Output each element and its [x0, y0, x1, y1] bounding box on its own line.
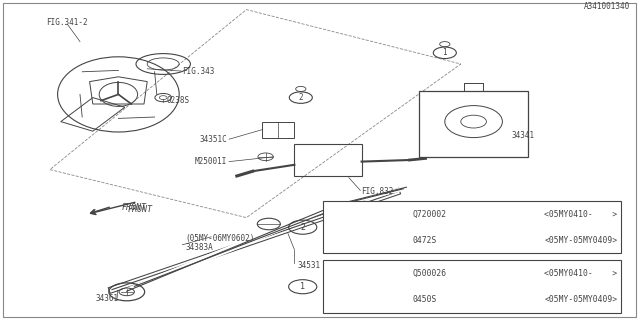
Text: <05MY-05MY0409>: <05MY-05MY0409>: [545, 236, 618, 245]
Text: Q500026: Q500026: [413, 269, 447, 278]
Text: <05MY-05MY0409>: <05MY-05MY0409>: [545, 295, 618, 304]
Text: FIG.341-2: FIG.341-2: [46, 18, 88, 27]
Text: <05MY0410-    >: <05MY0410- >: [545, 210, 618, 219]
Text: 34531: 34531: [298, 261, 321, 270]
Text: Q720002: Q720002: [413, 210, 447, 219]
Text: 1: 1: [300, 282, 305, 291]
Text: A341001340: A341001340: [584, 2, 630, 11]
Text: <05MY0410-    >: <05MY0410- >: [545, 269, 618, 278]
Text: FRONT: FRONT: [128, 205, 153, 214]
Text: 0472S: 0472S: [413, 236, 437, 245]
Text: 2: 2: [298, 93, 303, 102]
Text: 0450S: 0450S: [413, 295, 437, 304]
Bar: [323, 260, 621, 313]
Text: 34383A: 34383A: [186, 244, 213, 252]
Text: 34341: 34341: [512, 132, 535, 140]
Text: (05MY-06MY0602): (05MY-06MY0602): [186, 234, 255, 243]
Text: M25001I: M25001I: [195, 157, 227, 166]
Circle shape: [461, 115, 486, 128]
Bar: [323, 201, 621, 253]
Text: 34361: 34361: [95, 294, 118, 303]
Text: 2: 2: [300, 223, 305, 232]
Text: FIG.343: FIG.343: [182, 68, 215, 76]
Text: 1: 1: [442, 48, 447, 57]
Text: 34351C: 34351C: [200, 135, 227, 144]
Bar: [419, 91, 528, 157]
Text: FIG.832: FIG.832: [362, 188, 394, 196]
Bar: [262, 122, 294, 138]
Text: 0238S: 0238S: [166, 96, 189, 105]
Text: FRONT: FRONT: [122, 203, 147, 212]
